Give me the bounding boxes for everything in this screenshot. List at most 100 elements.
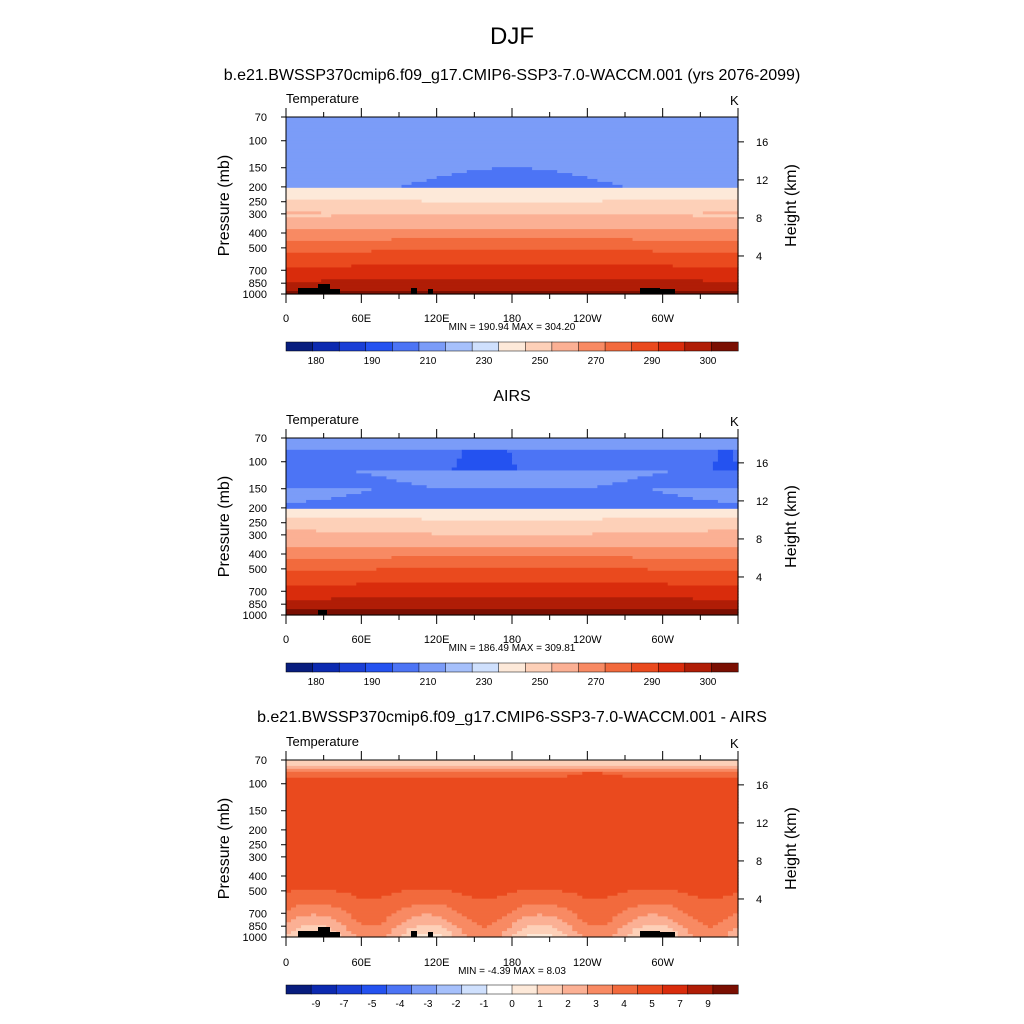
contour-cell (286, 217, 739, 221)
contour-cell (512, 455, 719, 460)
colorbar-segment (711, 662, 739, 673)
contour-cell (441, 916, 468, 920)
contour-cell (286, 155, 739, 159)
longitude-tick-label: 60W (651, 634, 674, 646)
colorbar-label: 270 (588, 677, 605, 688)
contour-cell (286, 798, 739, 802)
terrain-block (411, 931, 417, 937)
contour-cell (286, 898, 739, 903)
contour-cell (461, 455, 513, 460)
contour-cell (351, 916, 388, 920)
contour-cell (431, 913, 463, 917)
colorbar-segment (445, 341, 473, 352)
colorbar-segment (525, 341, 553, 352)
contour-cell (346, 494, 679, 498)
contour-cell (286, 804, 739, 808)
contour-cell (351, 931, 393, 935)
colorbar-segment (578, 341, 606, 352)
contour-cell (577, 913, 619, 917)
contour-cell (286, 199, 423, 204)
contour-cell (286, 916, 297, 920)
colorbar-label: 190 (364, 677, 381, 688)
min-max-stats: MIN = 190.94 MAX = 304.20 (449, 322, 576, 333)
contour-cell (677, 889, 739, 894)
contour-cell (582, 771, 603, 776)
contour-cell (587, 922, 609, 926)
contour-cell (286, 261, 739, 266)
contour-cell (557, 904, 639, 909)
colorbar-label: 300 (700, 677, 717, 688)
contour-cell (446, 904, 523, 909)
terrain-mask (318, 610, 327, 615)
contour-cell (286, 573, 739, 578)
contour-cell (286, 836, 739, 841)
contour-cell (732, 928, 739, 932)
contour-cell (386, 919, 408, 923)
contour-cell (296, 916, 332, 920)
longitude-tick-label: 120W (573, 313, 602, 325)
contour-cell (612, 934, 629, 938)
contour-cell (336, 919, 357, 923)
contour-cell (286, 276, 739, 280)
contour-cell (672, 904, 739, 909)
contour-cell (717, 499, 739, 504)
colorbar-segment (285, 662, 314, 673)
contour-cell (471, 895, 498, 900)
contour-cell (687, 931, 729, 935)
figure-title: DJF (490, 23, 534, 50)
contour-cell (286, 576, 739, 581)
contour-cell (371, 249, 654, 254)
contour-cell (286, 184, 403, 189)
pressure-tick-label: 100 (249, 136, 267, 148)
contour-cell (396, 925, 418, 929)
contour-cell (647, 913, 659, 917)
colorbar: -9 -7 -5 -4 -3 -2 -1 0 1 2 3 4 5 7 9 (285, 984, 739, 1010)
contour-cell (286, 146, 739, 151)
contour-cell (286, 117, 739, 121)
colorbar-segment (486, 984, 513, 995)
contour-cell (351, 264, 674, 269)
contour-cell (406, 919, 448, 923)
contour-cell (286, 235, 739, 239)
contour-cell (617, 892, 689, 897)
contour-cell (286, 795, 739, 799)
colorbar-label: 7 (677, 999, 683, 1010)
contour-cell (331, 497, 694, 501)
contour-cell (517, 907, 568, 912)
contour-cell (286, 449, 463, 454)
contour-cell (286, 792, 739, 796)
contour-cell (406, 928, 448, 932)
longitude-tick-label: 180 (503, 313, 521, 325)
contour-cell (286, 494, 347, 498)
contour-cell (627, 934, 644, 938)
contour-cell (336, 889, 403, 894)
units-label: K (730, 736, 739, 751)
contour-cell (286, 816, 739, 820)
contour-cell (286, 520, 739, 525)
contour-cell (602, 199, 739, 204)
contour-cell (286, 237, 393, 242)
contour-cell (717, 458, 734, 463)
contour-cell (286, 857, 739, 861)
pressure-tick-label: 150 (249, 806, 267, 818)
contour-cell (286, 762, 739, 767)
contour-cell (286, 211, 322, 215)
contour-cell (286, 438, 739, 442)
colorbar-label: 4 (621, 999, 627, 1010)
contour-cell (391, 556, 634, 560)
variable-label: Temperature (286, 412, 359, 427)
contour-cell (286, 511, 739, 516)
contour-cell (301, 925, 327, 929)
pressure-tick-label: 700 (249, 586, 267, 598)
contour-cell (286, 807, 739, 811)
contour-cell (286, 208, 739, 212)
colorbar-segment (418, 662, 447, 673)
longitude-tick-label: 120E (424, 957, 450, 969)
contour-cell (286, 612, 739, 616)
longitude-axis: 0 60E 120E 180 120W 60W (283, 751, 739, 969)
contour-cell (607, 895, 699, 900)
contour-cell (572, 910, 624, 914)
contour-cell (456, 458, 513, 463)
contour-cell (286, 813, 739, 817)
